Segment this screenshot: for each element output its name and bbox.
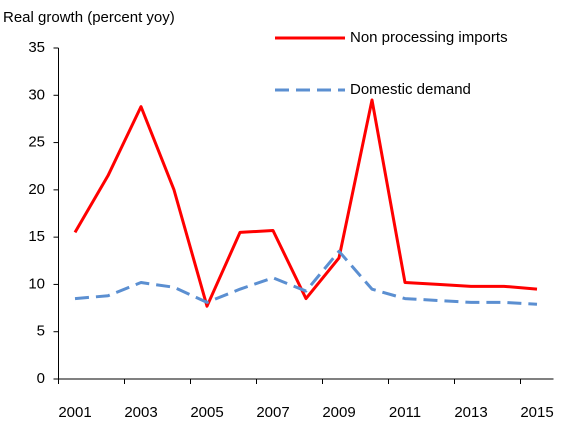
legend-label: Non processing imports	[350, 29, 508, 46]
legend-label: Domestic demand	[350, 81, 471, 98]
series-line	[74, 249, 538, 306]
y-tick-label: 30	[28, 86, 45, 103]
x-tick-label: 2001	[58, 404, 91, 421]
x-tick-label: 2005	[190, 404, 223, 421]
series-line	[73, 98, 538, 308]
x-tick-label: 2009	[322, 404, 355, 421]
y-tick-label: 20	[28, 181, 45, 198]
y-tick-label: 25	[28, 134, 45, 151]
y-tick-label: 0	[37, 370, 45, 387]
y-tick-label: 15	[28, 228, 45, 245]
y-tick-label: 35	[28, 39, 45, 56]
x-tick-label: 2007	[256, 404, 289, 421]
x-tick-label: 2003	[124, 404, 157, 421]
x-tick-label: 2013	[454, 404, 487, 421]
y-tick-label: 10	[28, 275, 45, 292]
x-tick-label: 2015	[520, 404, 553, 421]
y-axis-label: Real growth (percent yoy)	[3, 9, 175, 26]
y-tick-label: 5	[37, 323, 45, 340]
x-tick-label: 2011	[389, 404, 421, 421]
